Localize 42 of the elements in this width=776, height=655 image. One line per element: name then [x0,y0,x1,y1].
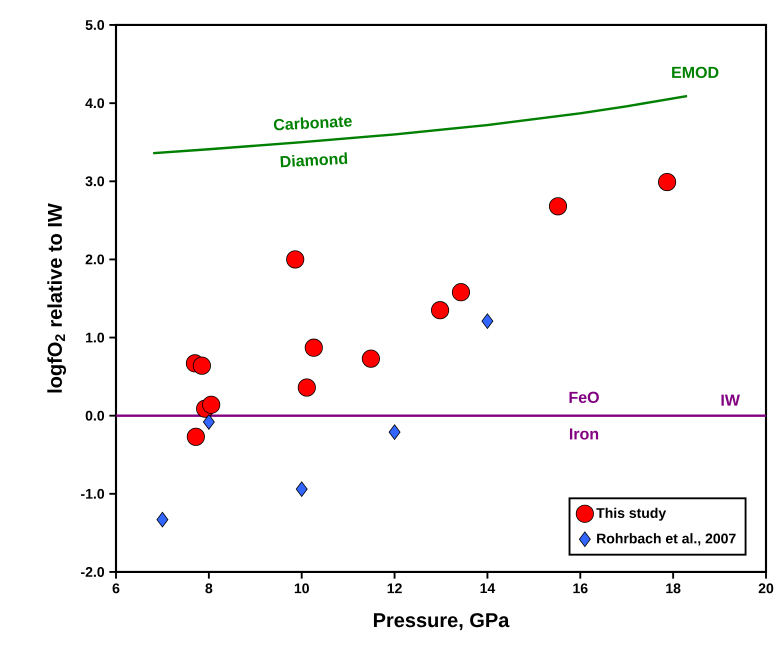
y-tick-label: 4.0 [85,98,104,108]
point [298,378,316,397]
annotation: FeO [570,392,599,403]
point [156,512,168,528]
x-tick-label: 6 [112,583,120,594]
y-tick-label: 0.0 [86,410,104,421]
point [431,301,450,320]
x-tick-label: 10 [294,583,309,594]
y-tick-label: 2.0 [86,254,104,264]
y-tick-label: 5.0 [86,20,104,30]
point [202,414,215,430]
point [186,428,205,446]
y-tick-label: -1.0 [81,488,104,499]
series-label: EMOD [672,66,718,78]
x-axis-title: Pressure, GPa [374,613,510,630]
annotation: Carbonate [274,116,352,130]
point [362,350,380,368]
x-tick-label: 14 [480,583,496,593]
x-tick-label: 18 [666,583,680,594]
annotation: Iron [570,428,598,440]
point [452,283,470,302]
annotation: Diamond [280,152,348,168]
y-tick-label: -2.0 [81,567,104,577]
y-axis-title: logfO$_{2}$ relative to IW [47,203,66,392]
x-tick-label: 20 [758,583,774,594]
y-tick-label: 1.0 [86,332,104,343]
x-tick-label: 12 [388,583,402,594]
point [304,338,323,357]
point [388,424,400,440]
ref-line-label: IW [721,394,740,406]
point [192,356,211,375]
legend-label: Rohrbach et al., 2007 [597,533,736,546]
point [482,313,494,329]
point [658,172,676,192]
point [548,197,568,216]
point [296,481,308,497]
point [286,250,304,268]
y-tick-label: 3.0 [85,176,104,186]
legend-label: This study [596,508,666,521]
point [202,396,220,414]
x-tick-label: 16 [573,583,588,594]
x-tick-label: 8 [205,583,212,594]
